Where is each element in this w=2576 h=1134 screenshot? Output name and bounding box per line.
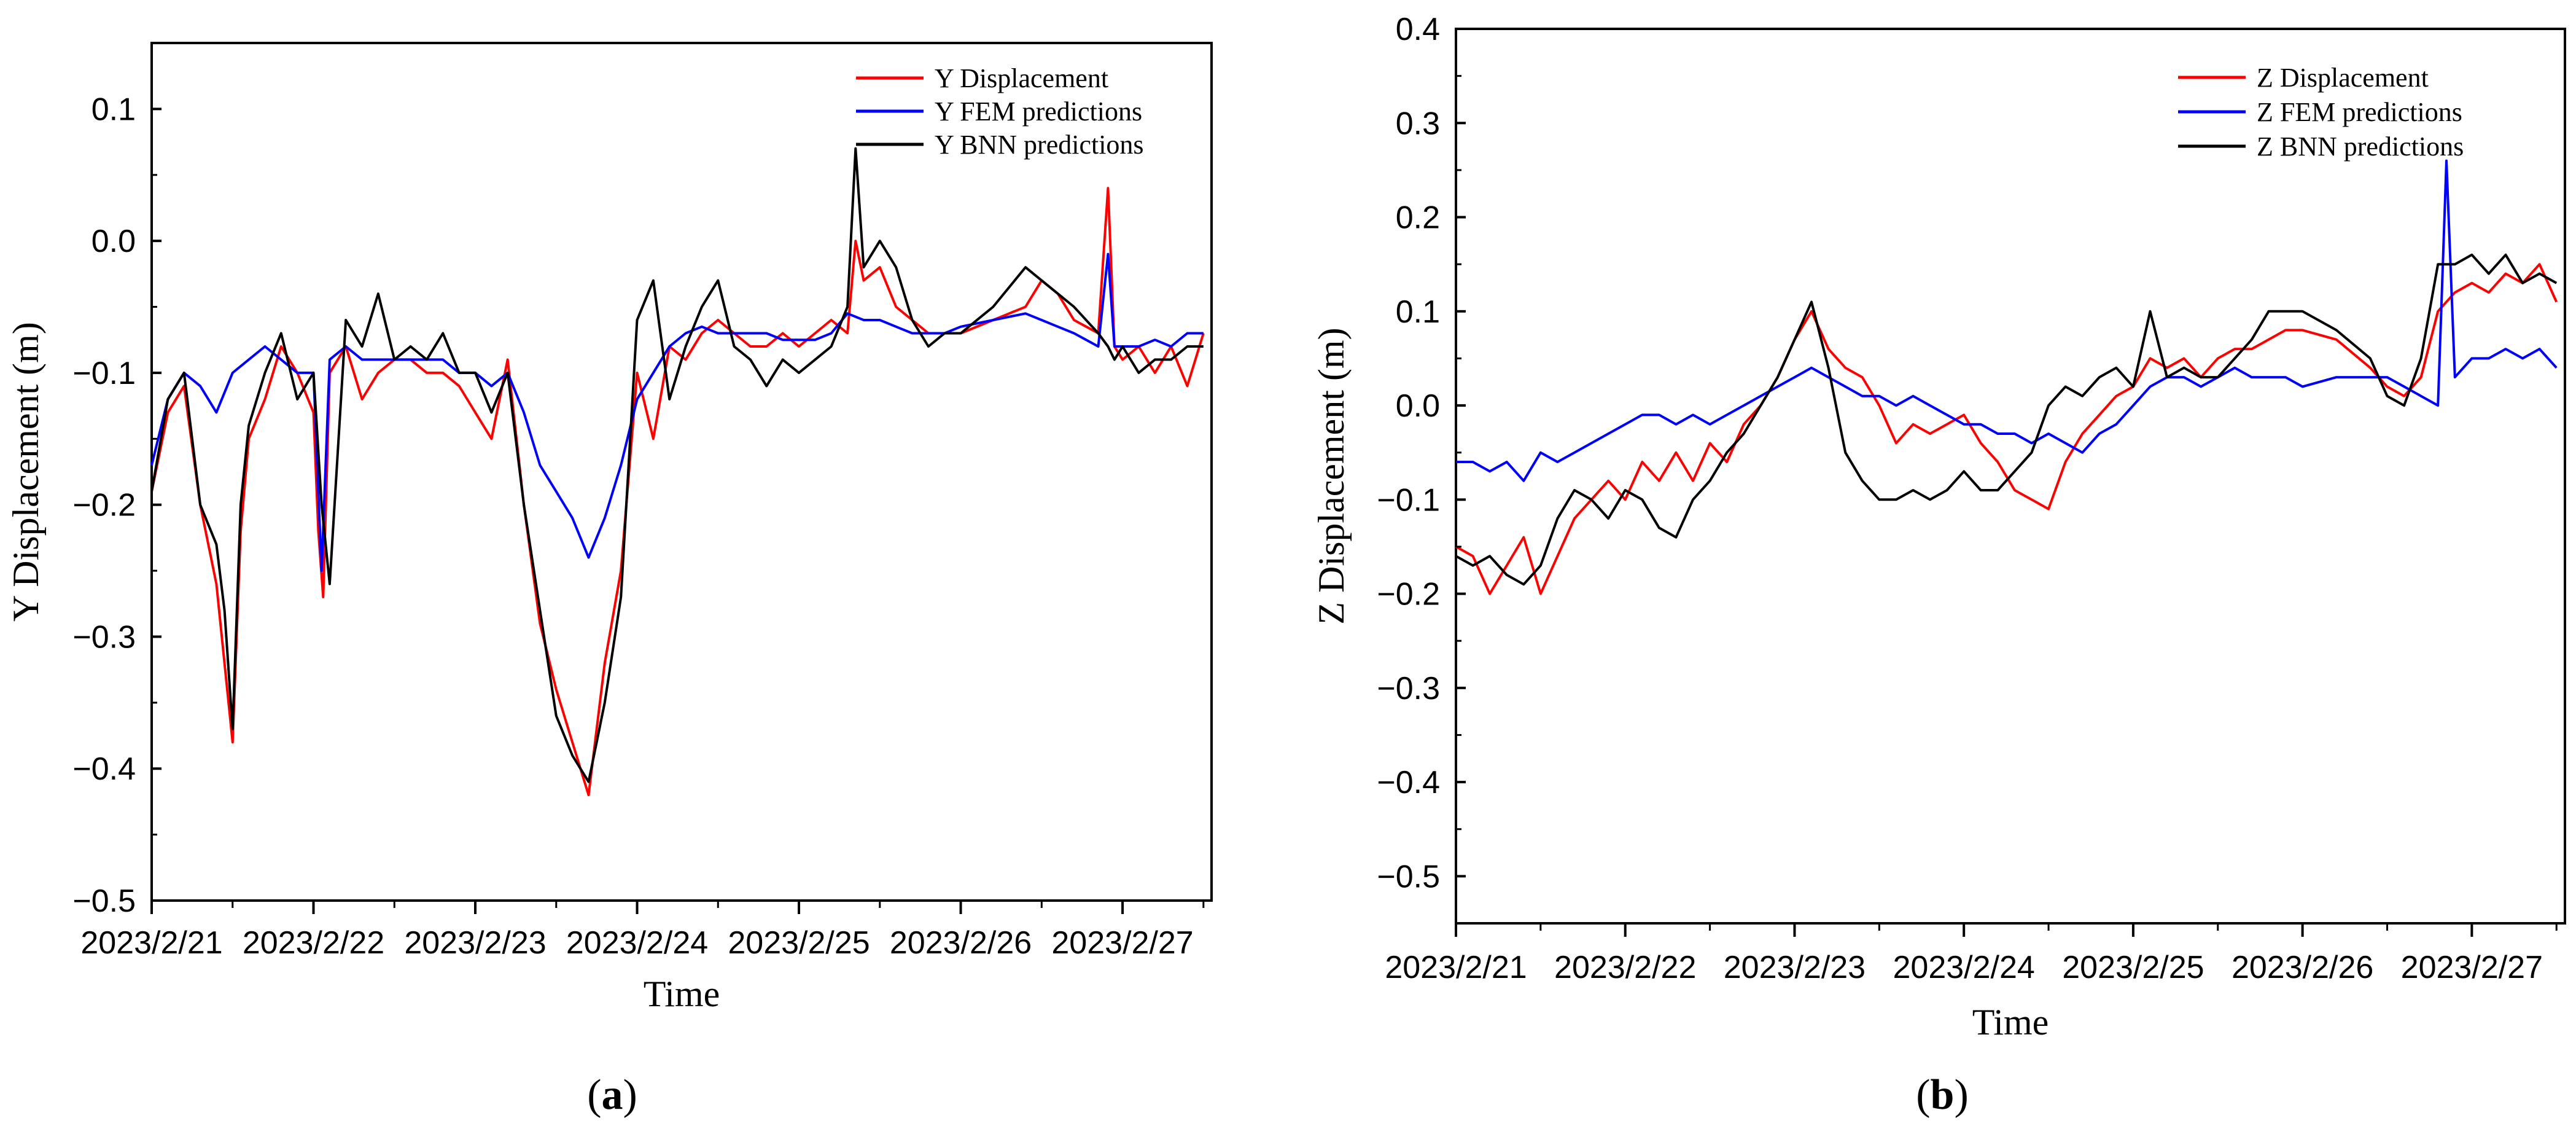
y-axis-title-b: Z Displacement (m) (1311, 327, 1352, 624)
legend-label: Y Displacement (935, 63, 1108, 93)
legend-label: Z Displacement (2257, 63, 2429, 93)
plot-area-b (1455, 28, 2566, 925)
y-tick-label: 0.0 (1396, 388, 1440, 424)
series-line-y-fem-predictions (150, 252, 1204, 573)
legend-label: Y FEM predictions (935, 96, 1142, 127)
panel-label-b-letter: b (1931, 1071, 1955, 1119)
chart-panel-b: −0.5 −0.4 −0.3 −0.2 −0.1 0.0 0.1 0.2 0.3 0.4 2023… (1311, 12, 2566, 1119)
series-line-z-bnn-predictions (1455, 253, 2558, 586)
y-tick-label: −0.2 (72, 488, 136, 523)
x-tick-label: 2023/2/21 (1385, 950, 1527, 985)
y-tick-label: −0.5 (1377, 859, 1440, 894)
panel-label-a-letter: a (602, 1071, 623, 1119)
x-tick-label: 2023/2/27 (1051, 925, 1193, 961)
y-tick-label: 0.1 (91, 92, 136, 127)
x-tick-label: 2023/2/25 (2062, 950, 2204, 985)
y-tick-label: −0.4 (72, 751, 136, 787)
x-tick-label: 2023/2/27 (2401, 950, 2543, 985)
y-tick-label: 0.0 (91, 224, 136, 259)
legend-label: Y BNN predictions (935, 130, 1144, 160)
legend-b: Z Displacement Z FEM predictions Z BNN pre… (2178, 63, 2464, 162)
series-line-z-displacement (1455, 263, 2558, 595)
x-tick-label: 2023/2/22 (243, 925, 384, 961)
y-tick-label: 0.4 (1396, 12, 1440, 47)
series-line-z-fem-predictions (1456, 159, 2558, 482)
x-tick-label: 2023/2/24 (566, 925, 708, 961)
x-tick-label: 2023/2/26 (890, 925, 1032, 961)
series-line-y-bnn-predictions (150, 147, 1204, 783)
legend-label: Z FEM predictions (2257, 97, 2462, 127)
y-tick-label: 0.3 (1396, 106, 1440, 141)
x-tick-label: 2023/2/23 (1724, 950, 1866, 985)
x-tick-label: 2023/2/23 (404, 925, 546, 961)
y-tick-label: −0.1 (72, 356, 136, 391)
y-tick-label: 0.1 (1396, 294, 1440, 330)
y-tick-label: −0.1 (1377, 482, 1440, 518)
y-tick-label: −0.4 (1377, 765, 1440, 800)
x-tick-label: 2023/2/24 (1893, 950, 2035, 985)
y-tick-label: −0.5 (72, 883, 136, 919)
plot-area-a (150, 42, 1213, 902)
x-tick-label: 2023/2/22 (1554, 950, 1696, 985)
legend-label: Z BNN predictions (2257, 131, 2464, 162)
y-tick-label: −0.3 (72, 619, 136, 655)
y-tick-label: −0.3 (1377, 671, 1440, 706)
y-tick-label: 0.2 (1396, 200, 1440, 236)
y-axis-title-a: Y Displacement (m) (6, 322, 46, 622)
chart-panel-a: −0.5 −0.4 −0.3 −0.2 −0.1 0.0 0.1 2023/2/21 2023… (6, 42, 1213, 1119)
x-tick-label: 2023/2/21 (80, 925, 222, 961)
series-line-y-displacement (150, 187, 1205, 797)
panel-label-a: (a) (587, 1071, 637, 1119)
x-axis-title-b: Time (1972, 1002, 2049, 1042)
y-tick-label: −0.2 (1377, 577, 1440, 612)
x-tick-label: 2023/2/26 (2232, 950, 2373, 985)
x-axis-title-a: Time (644, 974, 720, 1014)
panel-label-b: (b) (1916, 1071, 1969, 1119)
x-tick-label: 2023/2/25 (728, 925, 870, 961)
